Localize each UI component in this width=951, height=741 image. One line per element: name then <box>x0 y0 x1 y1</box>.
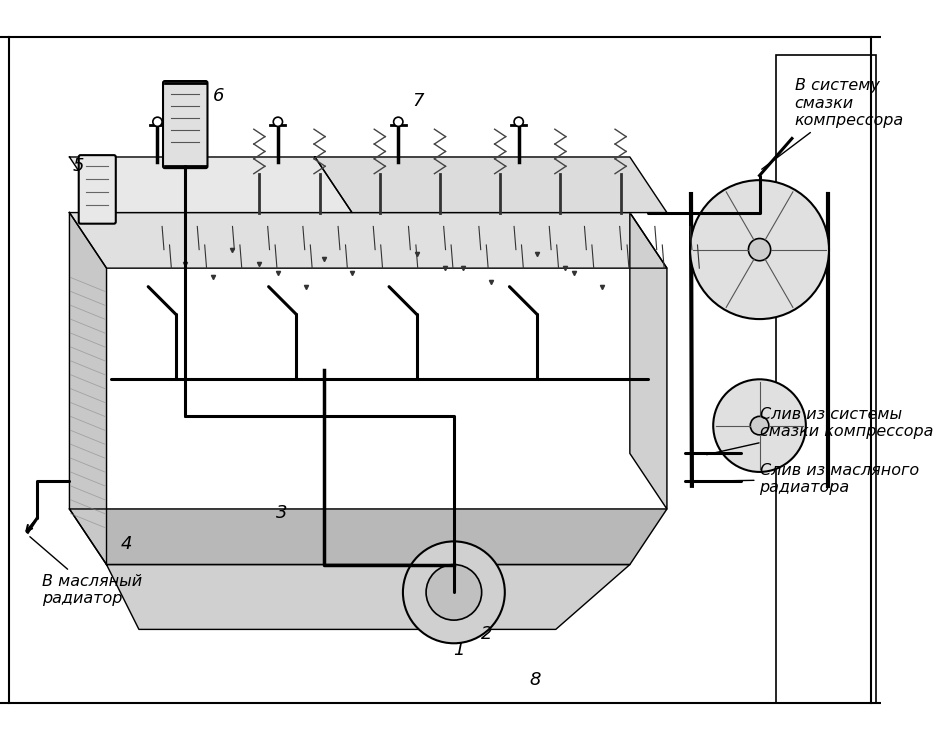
Circle shape <box>394 117 403 127</box>
Text: Слив из системы
смазки компрессора: Слив из системы смазки компрессора <box>707 407 933 455</box>
Circle shape <box>273 117 282 127</box>
Text: 1: 1 <box>453 641 464 659</box>
Circle shape <box>426 565 481 620</box>
Polygon shape <box>630 213 667 509</box>
Polygon shape <box>69 213 667 268</box>
Circle shape <box>713 379 805 472</box>
Circle shape <box>748 239 770 261</box>
Text: 6: 6 <box>213 87 224 105</box>
Circle shape <box>153 117 162 127</box>
Polygon shape <box>107 565 630 629</box>
Text: В систему
смазки
компрессора: В систему смазки компрессора <box>762 79 903 169</box>
Text: 5: 5 <box>72 157 84 175</box>
FancyBboxPatch shape <box>163 81 207 168</box>
Polygon shape <box>69 509 667 565</box>
Text: 8: 8 <box>530 671 541 689</box>
Text: Слив из масляного
радиатора: Слив из масляного радиатора <box>707 462 919 495</box>
Text: 4: 4 <box>121 535 132 553</box>
FancyBboxPatch shape <box>79 155 116 224</box>
Circle shape <box>514 117 523 127</box>
Polygon shape <box>69 213 107 565</box>
Polygon shape <box>315 157 667 213</box>
Polygon shape <box>69 157 352 213</box>
Text: 7: 7 <box>412 92 424 110</box>
Text: В масляный
радиатор: В масляный радиатор <box>29 536 142 606</box>
Circle shape <box>690 180 829 319</box>
Text: 3: 3 <box>276 504 287 522</box>
Circle shape <box>750 416 768 435</box>
Circle shape <box>403 542 505 643</box>
Bar <box>776 55 876 703</box>
Text: 2: 2 <box>480 625 492 642</box>
